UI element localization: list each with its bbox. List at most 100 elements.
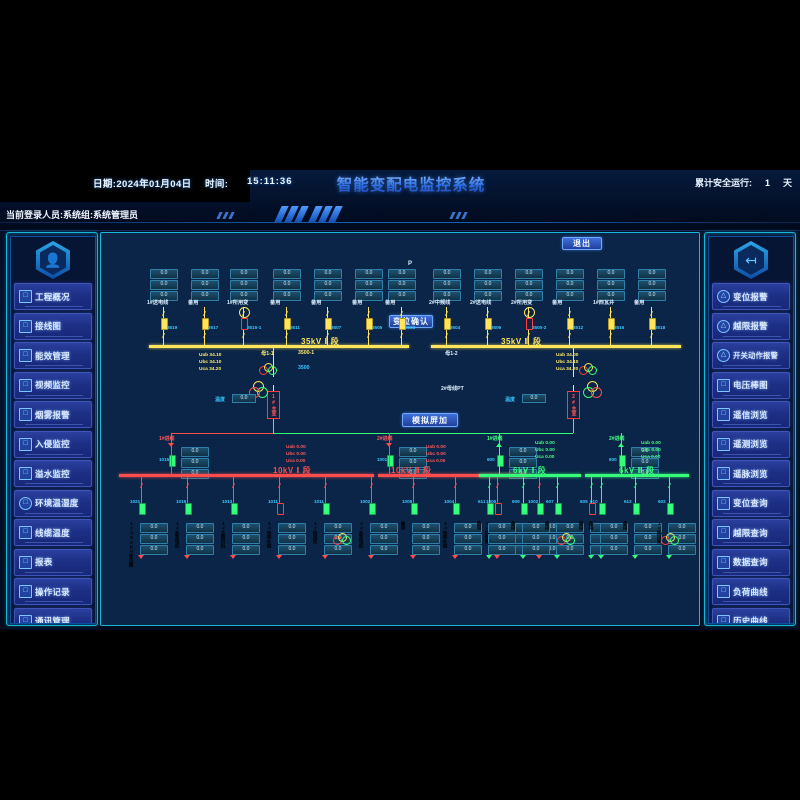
hv1-switch-bot-1[interactable] [202, 333, 207, 338]
value-cell[interactable]: 0.0 [150, 269, 178, 279]
value-cell[interactable]: 0.0 [597, 291, 625, 301]
hv2-switch-bot-0[interactable] [444, 333, 449, 338]
value-cell[interactable]: 0.0 [191, 291, 219, 301]
mv6a-sw-3[interactable] [589, 483, 594, 488]
value-cell[interactable]: 0.0 [433, 280, 461, 290]
mv10a-breaker-3[interactable] [276, 503, 284, 515]
value-cell[interactable]: 0.0 [488, 523, 516, 533]
value-cell[interactable]: 0.0 [412, 534, 440, 544]
value-cell[interactable]: 0.0 [150, 291, 178, 301]
sidebar-item-left-2[interactable]: □ 能效管理 [14, 342, 92, 369]
user-avatar[interactable]: 👤 [11, 237, 95, 283]
hv1-switch-bot-2[interactable] [241, 333, 246, 338]
value-cell[interactable]: 0.0 [597, 269, 625, 279]
sidebar-item-right-1[interactable]: △ 越限报警 [712, 312, 790, 340]
mv10b-breaker-4[interactable] [536, 503, 544, 515]
hv1-breaker-0[interactable] [160, 318, 168, 330]
value-cell[interactable]: 0.0 [638, 291, 666, 301]
value-cell[interactable]: 0.0 [668, 545, 696, 555]
value-cell[interactable]: 0.0 [314, 269, 342, 279]
hv1-switch-top-2[interactable] [241, 311, 246, 316]
mv6b-breaker-2[interactable] [666, 503, 674, 515]
value-cell[interactable]: 0.0 [600, 523, 628, 533]
value-cell[interactable]: 0.0 [232, 523, 260, 533]
sidebar-item-left-5[interactable]: □ 入侵监控 [14, 430, 92, 458]
hv1-breaker-1[interactable] [201, 318, 209, 330]
value-cell[interactable]: 0.0 [522, 523, 550, 533]
mv6a-breaker-2[interactable] [554, 503, 562, 515]
value-cell[interactable]: 0.0 [600, 545, 628, 555]
value-cell[interactable]: 0.0 [631, 447, 659, 457]
hv1-switch-top-1[interactable] [202, 311, 207, 316]
value-cell[interactable]: 0.0 [474, 269, 502, 279]
hv1-switch-bot-0[interactable] [161, 333, 166, 338]
value-cell[interactable]: 0.0 [355, 291, 383, 301]
hv2-switch-top-1[interactable] [485, 311, 490, 316]
value-cell[interactable]: 0.0 [454, 523, 482, 533]
hv2-switch-bot-1[interactable] [485, 333, 490, 338]
value-cell[interactable]: 0.0 [181, 447, 209, 457]
mv10b-sw-1[interactable] [411, 483, 416, 488]
value-cell[interactable]: 0.0 [278, 545, 306, 555]
value-cell[interactable]: 0.0 [388, 269, 416, 279]
sidebar-item-left-8[interactable]: □ 线缆温度 [14, 519, 92, 546]
hv1-switch-bot-5[interactable] [366, 333, 371, 338]
value-cell[interactable]: 0.0 [556, 269, 584, 279]
value-cell[interactable]: 0.0 [515, 280, 543, 290]
mv-incoming-breaker-1[interactable] [386, 455, 394, 467]
value-cell[interactable]: 0.0 [324, 545, 352, 555]
hv2-switch-top-2[interactable] [526, 311, 531, 316]
value-cell[interactable]: 0.0 [668, 523, 696, 533]
value-cell[interactable]: 0.0 [324, 523, 352, 533]
simulation-panel-button[interactable]: 模拟屏加 [402, 413, 458, 427]
value-cell[interactable]: 0.0 [631, 469, 659, 479]
sidebar-item-right-3[interactable]: □ 电压棒图 [712, 371, 790, 399]
mv10a-sw-3[interactable] [277, 483, 282, 488]
mv10b-sw-3[interactable] [495, 483, 500, 488]
value-cell[interactable]: 0.0 [230, 269, 258, 279]
value-cell[interactable]: 0.0 [186, 545, 214, 555]
hv2-switch-top-4[interactable] [608, 311, 613, 316]
mv6b-breaker-0[interactable] [598, 503, 606, 515]
value-cell[interactable]: 0.0 [522, 545, 550, 555]
hv2-breaker-3[interactable] [566, 318, 574, 330]
hv2-breaker-0[interactable] [443, 318, 451, 330]
hv2-breaker-1[interactable] [484, 318, 492, 330]
hv1-breaker-4[interactable] [324, 318, 332, 330]
value-cell[interactable]: 0.0 [370, 534, 398, 544]
hv2-breaker-4[interactable] [607, 318, 615, 330]
value-cell[interactable]: 0.0 [186, 523, 214, 533]
value-cell[interactable]: 0.0 [412, 545, 440, 555]
value-cell[interactable]: 0.0 [278, 523, 306, 533]
mv10b-breaker-3[interactable] [494, 503, 502, 515]
hv1-breaker-3[interactable] [283, 318, 291, 330]
hv2-switch-top-5[interactable] [649, 311, 654, 316]
hv2-breaker-2[interactable] [525, 318, 533, 330]
mv6a-breaker-0[interactable] [486, 503, 494, 515]
mv6b-sw-1[interactable] [633, 483, 638, 488]
value-cell[interactable]: 0.0 [273, 291, 301, 301]
value-cell[interactable]: 0.0 [412, 523, 440, 533]
value-cell[interactable]: 0.0 [314, 291, 342, 301]
value-cell[interactable]: 0.0 [600, 534, 628, 544]
value-cell[interactable]: 0.0 [388, 280, 416, 290]
value-cell[interactable]: 0.0 [433, 291, 461, 301]
value-cell[interactable]: 0.0 [556, 291, 584, 301]
hv1-breaker-5[interactable] [365, 318, 373, 330]
value-cell[interactable]: 0.0 [474, 280, 502, 290]
hv2-switch-top-0[interactable] [444, 311, 449, 316]
sidebar-item-left-6[interactable]: □ 溢水监控 [14, 460, 92, 487]
mv10a-breaker-4[interactable] [322, 503, 330, 515]
mv-incoming-breaker-3[interactable] [618, 455, 626, 467]
value-cell[interactable]: 0.0 [556, 545, 584, 555]
hv1-switch-top-0[interactable] [161, 311, 166, 316]
value-cell[interactable]: 0.0 [509, 447, 537, 457]
value-cell[interactable]: 0.0 [454, 545, 482, 555]
value-cell[interactable]: 0.0 [181, 469, 209, 479]
value-cell[interactable]: 0.0 [186, 534, 214, 544]
mv10b-breaker-1[interactable] [410, 503, 418, 515]
value-cell[interactable]: 0.0 [273, 280, 301, 290]
value-cell[interactable]: 0.0 [638, 280, 666, 290]
value-cell[interactable]: 0.0 [278, 534, 306, 544]
sidebar-item-right-6[interactable]: □ 遥脉浏览 [712, 460, 790, 487]
